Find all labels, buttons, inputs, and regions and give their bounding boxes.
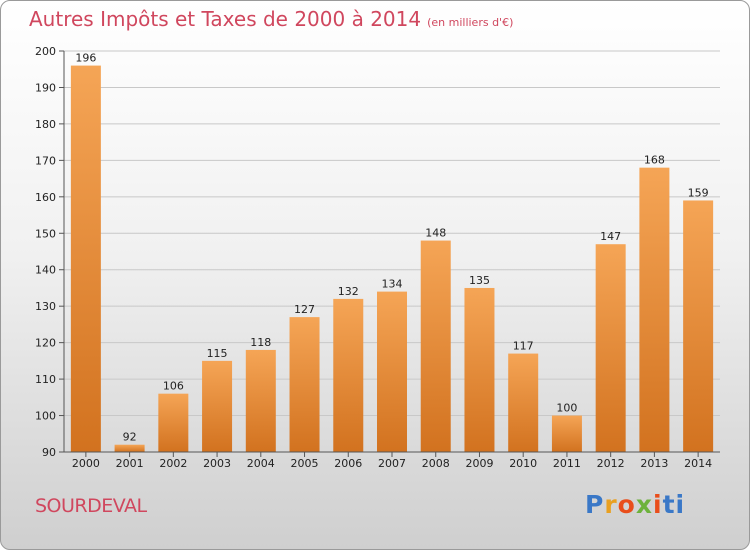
data-label: 106	[163, 380, 184, 393]
bar-2007	[377, 291, 407, 452]
x-tick-label: 2014	[684, 457, 712, 470]
data-label: 100	[556, 402, 577, 415]
title-unit: (en milliers d'€)	[427, 16, 514, 29]
bar-2001	[114, 444, 145, 452]
x-tick-label: 2012	[597, 457, 625, 470]
logo-letter: i	[653, 490, 663, 519]
x-tick-label: 2004	[247, 457, 275, 470]
bar-2005	[289, 317, 320, 452]
y-tick-label: 190	[35, 81, 56, 94]
data-label: 147	[600, 230, 621, 243]
data-label: 127	[294, 303, 315, 316]
bars	[70, 65, 714, 452]
y-tick-label: 90	[42, 446, 56, 459]
data-label: 135	[469, 274, 490, 287]
x-tick-labels: 2000 2001 2002 2003 2004 2005 2006 2007 2008 2009…	[72, 457, 712, 470]
x-tick-label: 2011	[553, 457, 581, 470]
proxiti-logo: Proxiti	[585, 490, 685, 519]
y-tick-label: 110	[35, 373, 56, 386]
y-tick-label: 150	[35, 227, 56, 240]
y-tick-label: 170	[35, 154, 56, 167]
bar-2013	[639, 167, 670, 452]
bar-2002	[158, 393, 189, 452]
bar-2011	[551, 415, 582, 452]
y-tick-labels: 90 100 110 120 130 140 150 160 170 180 190 200	[35, 45, 56, 459]
bar-2003	[202, 360, 233, 452]
x-tick-label: 2003	[203, 457, 231, 470]
data-label: 118	[250, 336, 271, 349]
x-tick-label: 2010	[509, 457, 537, 470]
x-tick-label: 2007	[378, 457, 406, 470]
x-tick-label: 2001	[116, 457, 144, 470]
bar-2008	[420, 240, 451, 452]
bar-2000	[70, 65, 101, 452]
x-tick-label: 2002	[159, 457, 187, 470]
title-text: Autres Impôts et Taxes de 2000 à 2014	[29, 7, 422, 31]
bar-2010	[508, 353, 539, 452]
logo-letter: ti	[662, 490, 686, 519]
chart-title: Autres Impôts et Taxes de 2000 à 2014 (en…	[29, 7, 513, 31]
x-tick-label: 2013	[640, 457, 668, 470]
bar-2012	[595, 244, 626, 452]
commune-name: SOURDEVAL	[35, 495, 147, 517]
bar-2004	[245, 349, 276, 452]
logo-letter: P	[585, 490, 605, 519]
x-tick-label: 2005	[291, 457, 319, 470]
logo-letter: o	[617, 490, 636, 519]
y-tick-label: 200	[35, 45, 56, 58]
y-tick-label: 130	[35, 300, 56, 313]
data-label: 159	[688, 186, 709, 199]
y-tick-label: 160	[35, 191, 56, 204]
data-label: 115	[207, 347, 228, 360]
x-tick-label: 2008	[422, 457, 450, 470]
x-tick-label: 2009	[465, 457, 493, 470]
logo-letter: x	[635, 490, 653, 519]
logo-letter: r	[604, 490, 618, 519]
axes	[63, 51, 720, 457]
y-tick-label: 180	[35, 118, 56, 131]
data-label: 117	[513, 340, 534, 353]
data-labels: 196 92 106 115 118 127 132 134 148 135 117 100 147 16…	[75, 52, 708, 444]
data-label: 92	[123, 431, 137, 444]
bar-2006	[333, 298, 364, 452]
bar-2009	[464, 287, 495, 452]
y-tick-label: 140	[35, 264, 56, 277]
y-tick-label: 100	[35, 410, 56, 423]
data-label: 196	[75, 52, 96, 65]
x-tick-label: 2006	[334, 457, 362, 470]
data-label: 134	[382, 278, 403, 291]
data-label: 132	[338, 285, 359, 298]
bar-2014	[683, 200, 714, 452]
x-tick-label: 2000	[72, 457, 100, 470]
data-label: 168	[644, 154, 665, 167]
y-tick-label: 120	[35, 337, 56, 350]
data-label: 148	[425, 227, 446, 240]
